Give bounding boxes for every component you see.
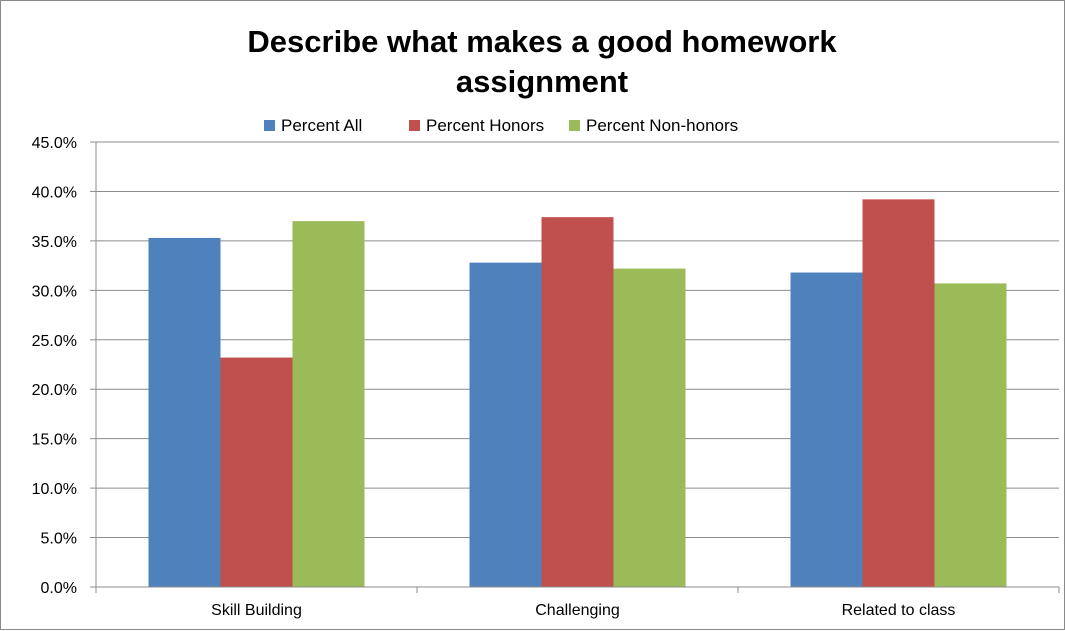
bar <box>220 357 293 587</box>
y-tick-label: 0.0% <box>41 580 77 597</box>
bar <box>292 221 365 587</box>
chart-title-line-2: assignment <box>456 64 628 99</box>
chart-title-line-1: Describe what makes a good homework <box>247 24 837 59</box>
legend: Percent All Percent Honors Percent Non-hon… <box>264 116 738 135</box>
legend-label: Percent All <box>281 116 362 135</box>
legend-swatch <box>264 120 275 131</box>
bar <box>862 199 935 587</box>
bar <box>613 268 686 587</box>
y-tick-label: 10.0% <box>32 481 77 498</box>
legend-swatch <box>409 120 420 131</box>
bar <box>790 272 863 587</box>
bars <box>148 199 1007 587</box>
x-tick-label: Skill Building <box>211 602 302 619</box>
legend-item: Percent All <box>264 116 362 135</box>
y-tick-label: 20.0% <box>32 382 77 399</box>
chart-title: Describe what makes a good homework assi… <box>247 24 837 99</box>
legend-label: Percent Honors <box>426 116 544 135</box>
bar <box>934 283 1007 587</box>
bar <box>541 217 614 587</box>
legend-item: Percent Honors <box>409 116 544 135</box>
bar <box>469 262 542 587</box>
y-tick-label: 40.0% <box>32 184 77 201</box>
y-tick-label: 35.0% <box>32 234 77 251</box>
legend-swatch <box>569 120 580 131</box>
y-tick-label: 25.0% <box>32 333 77 350</box>
legend-label: Percent Non-honors <box>586 116 738 135</box>
y-tick-label: 5.0% <box>41 531 77 548</box>
y-tick-label: 45.0% <box>32 135 77 152</box>
y-axis-tick-labels: 0.0% 5.0% 10.0% 15.0% 20.0% 25.0% 30.0% 35.0% 40… <box>32 135 77 597</box>
axes <box>90 141 1060 593</box>
x-tick-label: Related to class <box>842 602 956 619</box>
y-tick-label: 30.0% <box>32 283 77 300</box>
x-axis-tick-labels: Skill Building Challenging Related to clas… <box>211 602 955 619</box>
y-tick-label: 15.0% <box>32 432 77 449</box>
legend-item: Percent Non-honors <box>569 116 738 135</box>
bar <box>148 237 221 587</box>
x-tick-label: Challenging <box>535 602 620 619</box>
